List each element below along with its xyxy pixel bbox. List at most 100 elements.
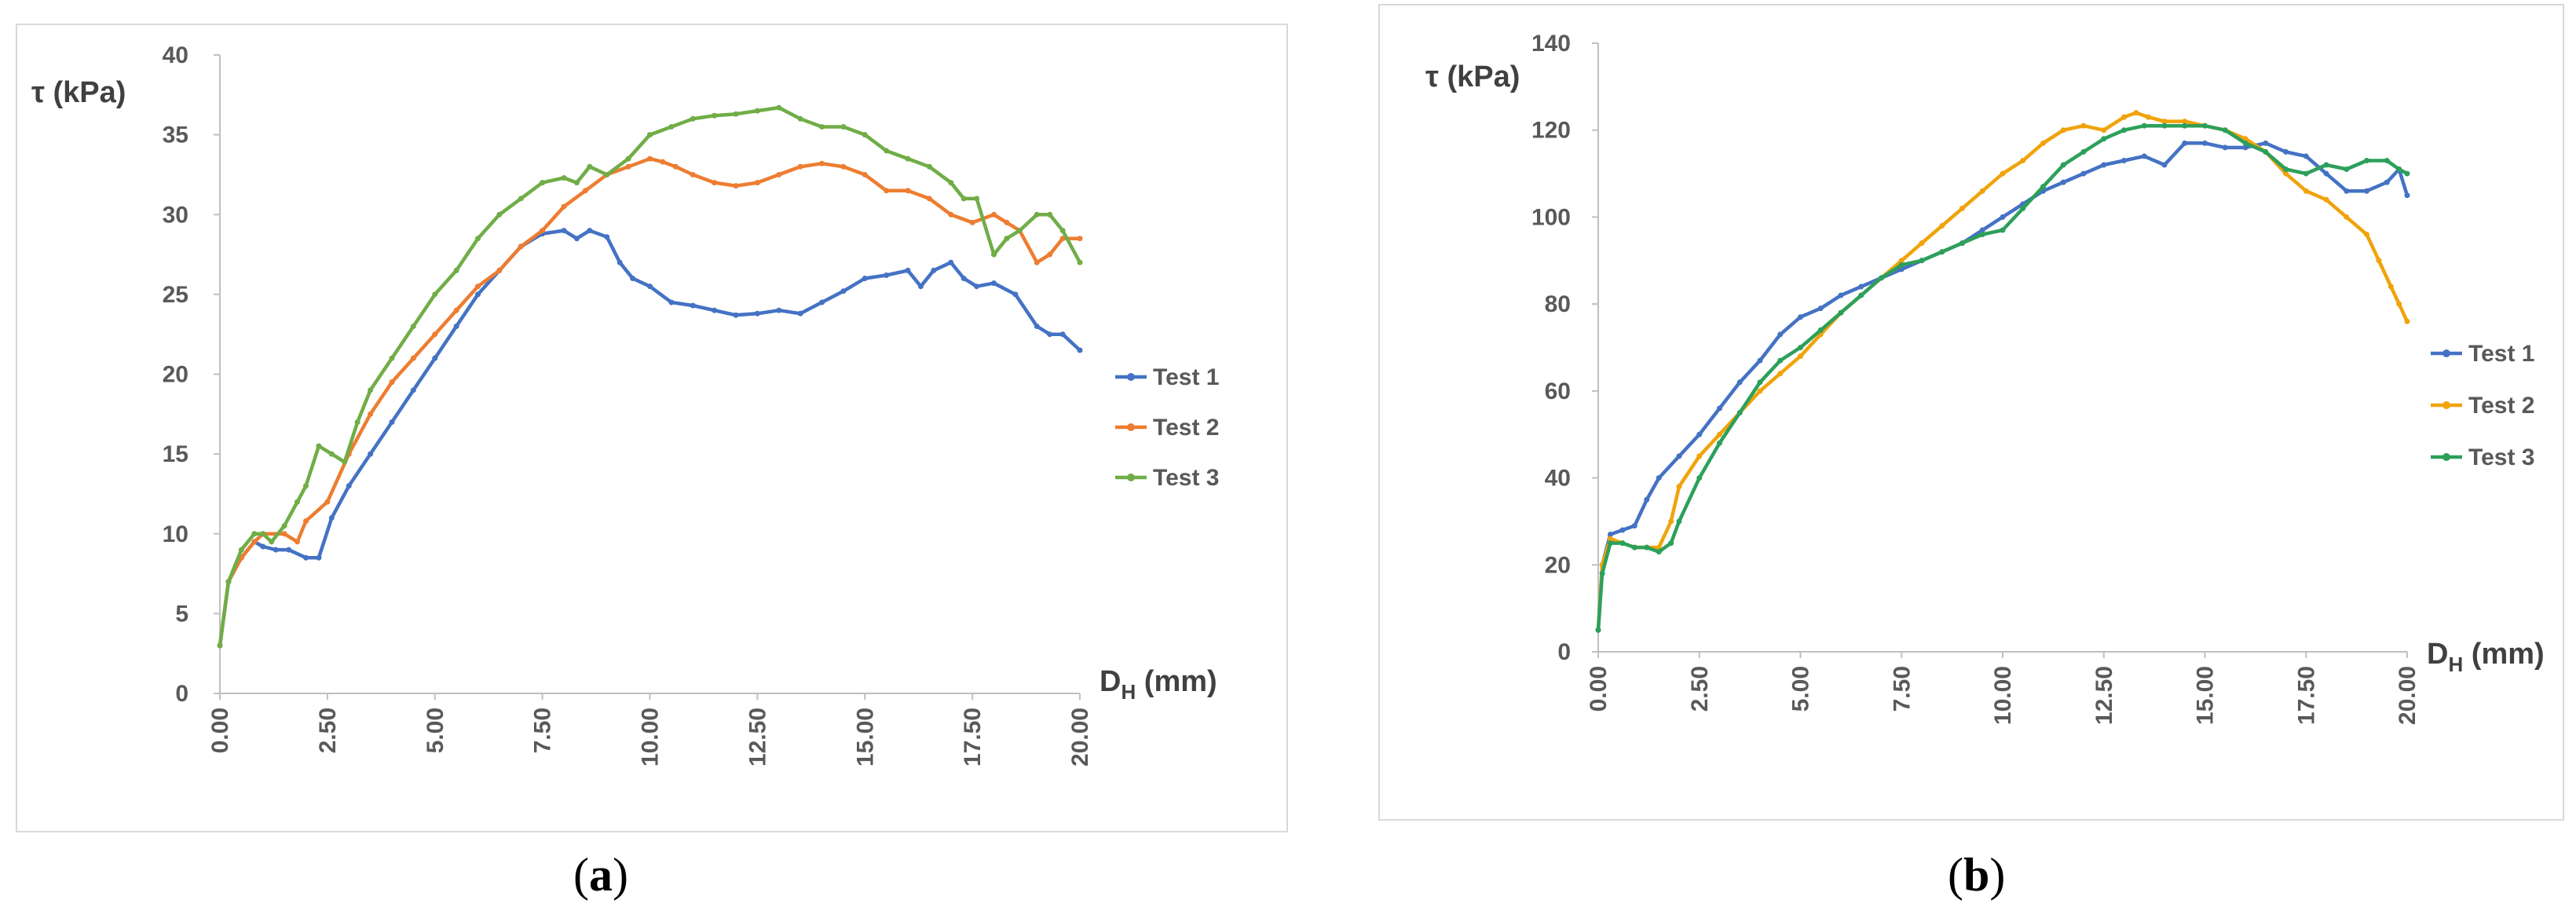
data-point (819, 299, 825, 305)
data-point (273, 547, 279, 553)
data-point (1858, 292, 1864, 298)
data-point (410, 324, 416, 330)
data-point (1644, 496, 1650, 503)
data-point (453, 324, 459, 330)
data-point (1919, 240, 1925, 247)
data-point (1858, 283, 1864, 290)
data-point (931, 267, 937, 273)
data-point (518, 243, 524, 250)
data-point (776, 307, 782, 313)
data-point (2060, 162, 2066, 168)
data-point (948, 211, 954, 218)
data-point (733, 111, 739, 117)
data-point (496, 267, 503, 273)
data-point (1004, 219, 1010, 225)
data-point (1607, 532, 1613, 538)
legend-marker (2442, 349, 2450, 357)
data-point (2202, 123, 2208, 129)
data-point (647, 132, 653, 138)
data-point (573, 236, 580, 242)
y-tick-label: 100 (1531, 204, 1571, 230)
data-point (2283, 166, 2289, 173)
data-point (2376, 258, 2382, 264)
data-point (1959, 240, 1965, 247)
data-point (328, 451, 335, 457)
data-point (690, 171, 696, 177)
data-point (1838, 292, 1844, 298)
data-point (974, 283, 980, 290)
data-point (1059, 331, 1066, 338)
data-point (1736, 410, 1743, 416)
x-axis-title: DH (mm) (1100, 665, 1217, 704)
data-point (961, 196, 967, 202)
data-point (2121, 127, 2127, 133)
data-point (905, 188, 911, 194)
data-point (1077, 236, 1083, 242)
data-point (2303, 153, 2309, 159)
data-point (389, 419, 395, 425)
series-line-2 (1596, 111, 2410, 631)
data-point (1047, 251, 1053, 258)
data-point (961, 276, 967, 282)
data-point (1777, 331, 1784, 338)
legend-label: Test 2 (2468, 393, 2534, 419)
data-point (2141, 153, 2147, 159)
data-point (1619, 540, 1626, 547)
data-point (1631, 522, 1637, 528)
data-point (2141, 123, 2147, 129)
data-point (2182, 140, 2188, 146)
data-point (432, 355, 438, 361)
data-point (295, 539, 301, 545)
data-point (2364, 157, 2369, 163)
data-point (668, 299, 675, 305)
data-point (303, 483, 309, 489)
data-point (712, 180, 718, 186)
legend-marker (2442, 453, 2450, 461)
legend-marker (2442, 401, 2450, 409)
data-point (561, 228, 567, 234)
data-point (617, 259, 623, 265)
data-point (1595, 627, 1601, 633)
data-point (776, 104, 782, 111)
data-point (1757, 388, 1763, 394)
caption-a: (a) (573, 849, 628, 901)
data-point (630, 276, 636, 282)
data-point (1656, 549, 1662, 555)
x-tick-label: 5.00 (1788, 666, 1814, 711)
data-point (1607, 536, 1613, 542)
data-point (354, 419, 360, 425)
data-point (2020, 157, 2026, 163)
data-point (1898, 258, 1905, 264)
data-point (573, 180, 580, 186)
data-point (2396, 301, 2402, 307)
data-point (260, 543, 266, 550)
x-tick-label: 10.00 (638, 708, 664, 766)
data-point (2283, 170, 2289, 177)
data-point (2101, 136, 2107, 142)
data-point (1034, 211, 1040, 218)
data-point (2364, 232, 2369, 238)
data-point (797, 115, 803, 122)
x-tick-label: 0.00 (207, 708, 233, 753)
data-point (2161, 162, 2168, 168)
series-line-1 (218, 229, 1081, 646)
legend-marker (1127, 373, 1135, 381)
data-point (1939, 249, 1945, 255)
data-point (368, 387, 374, 393)
y-tick-label: 15 (163, 441, 188, 467)
data-point (2323, 162, 2329, 168)
data-point (281, 531, 287, 537)
data-point (342, 459, 348, 465)
legend-label: Test 3 (2468, 444, 2534, 470)
panel-a: 0 5 10 15 20 25 30 35 40 0.00 2.50 5.00 7.50 10.00 12.… (16, 24, 1288, 901)
data-point (368, 411, 374, 417)
data-point (2040, 140, 2046, 146)
data-point (295, 499, 301, 505)
data-point (251, 539, 258, 545)
data-point (991, 251, 997, 258)
data-point (1668, 518, 1674, 525)
data-point (862, 132, 868, 138)
chart-a: 0 5 10 15 20 25 30 35 40 0.00 2.50 5.00 7.50 10.00 12.… (31, 42, 1219, 766)
data-point (660, 159, 666, 165)
data-point (604, 234, 610, 240)
